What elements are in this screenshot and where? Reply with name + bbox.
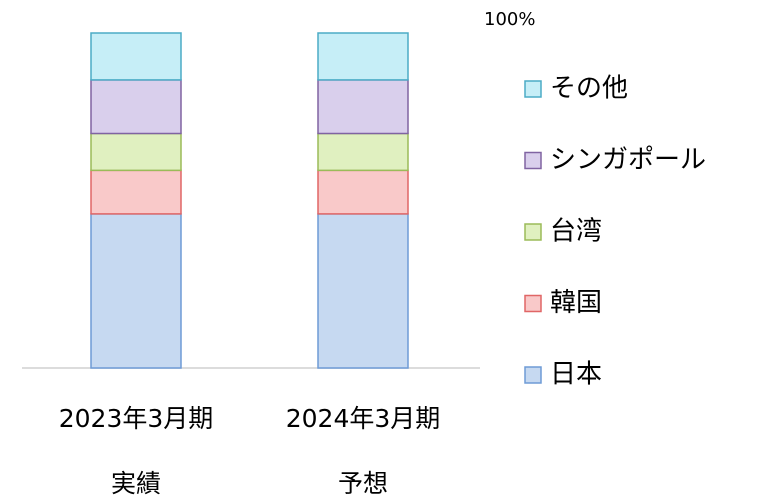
legend-swatch [524, 294, 542, 313]
bar-segment [317, 32, 409, 81]
legend-swatch [524, 223, 542, 241]
legend-swatch [524, 151, 542, 170]
bar-segment [90, 32, 182, 81]
bar-segment [317, 132, 409, 172]
legend-label: シンガポール [550, 145, 706, 175]
legend-swatch [524, 80, 542, 98]
bar-segment [90, 79, 182, 135]
x-tick-label: 実績 [111, 469, 161, 498]
bar-segment [90, 132, 182, 172]
x-tick-label: 2023年3月期 [59, 404, 214, 433]
bar-segment [90, 213, 182, 369]
legend-label: 日本 [550, 360, 602, 390]
bar-segment [317, 79, 409, 135]
y-tick-label: 100% [484, 9, 535, 30]
bar-segment [90, 169, 182, 215]
bar-segment [317, 169, 409, 215]
x-tick-label: 2024年3月期 [286, 404, 441, 433]
legend-label: その他 [550, 74, 628, 104]
legend-label: 韓国 [550, 288, 602, 318]
legend-swatch [524, 366, 542, 384]
bar-segment [317, 213, 409, 369]
x-tick-label: 予想 [338, 469, 388, 498]
legend-label: 台湾 [550, 217, 602, 247]
